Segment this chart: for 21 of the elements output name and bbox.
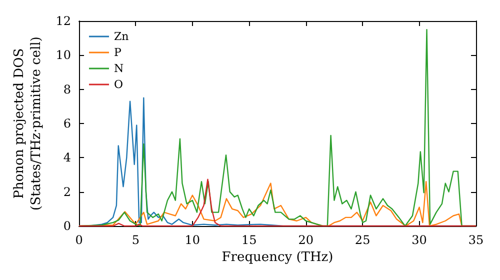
y-tick-label: 0 [63,219,71,233]
x-axis-title: Frequency (THz) [222,250,334,265]
x-tick-label: 30 [412,233,427,247]
legend-label: O [114,78,124,91]
x-tick-label: 25 [354,233,370,247]
x-tick-label: 20 [298,233,314,247]
y-tick-label: 4 [63,150,72,165]
legend-label: N [114,62,124,75]
x-tick-label: 10 [184,233,200,247]
y-tick-label: 12 [56,14,71,28]
y-tick-label: 2 [63,184,71,199]
y-tick-label: 10 [56,48,71,62]
x-tick-label: 5 [132,233,140,247]
x-tick-label: 0 [75,233,83,247]
y-axis-title: Phonon projected DOS (States/THz·primitive cell) [12,36,44,211]
x-tick-label: 35 [468,233,484,247]
y-tick-label: 8 [63,82,71,96]
legend-label: P [114,46,122,59]
legend-label: Zn [114,30,129,43]
y-tick-label: 6 [63,116,71,130]
x-tick-label: 15 [242,233,257,247]
